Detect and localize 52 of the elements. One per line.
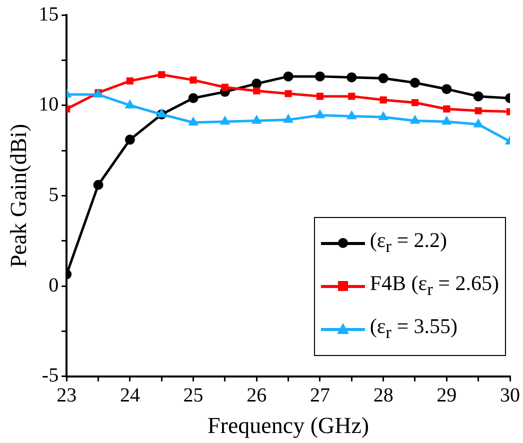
x-tick-label: 30 (500, 384, 520, 407)
point (93, 180, 104, 190)
point (410, 114, 420, 124)
point (441, 116, 452, 125)
point (283, 71, 294, 82)
point (473, 118, 484, 128)
point (220, 116, 230, 125)
x-tick-label: 28 (373, 384, 394, 407)
point (443, 105, 450, 112)
y-tick-label: 15 (38, 3, 59, 26)
x-axis-title: Frequency (GHz) (208, 413, 370, 438)
point (314, 109, 326, 118)
point (251, 114, 262, 124)
point (221, 84, 228, 91)
y-tick-label: 10 (38, 94, 59, 116)
point (380, 96, 387, 104)
point (158, 71, 166, 78)
point (442, 84, 452, 94)
point (188, 116, 198, 126)
point (411, 99, 419, 106)
point (253, 87, 260, 94)
point (316, 92, 324, 100)
y-tick-label: -5 (42, 364, 59, 387)
y-tick-label: 5 (48, 184, 59, 206)
point (124, 134, 135, 145)
point (188, 93, 198, 104)
x-tick-label: 24 (120, 384, 140, 407)
point (348, 92, 356, 100)
point (124, 99, 136, 108)
point (346, 72, 357, 82)
x-tick-label: 25 (183, 384, 204, 407)
y-tick-label: 0 (48, 274, 59, 296)
point (410, 78, 420, 88)
x-tick-label: 23 (56, 384, 77, 407)
point (473, 91, 484, 102)
point (474, 107, 482, 114)
legend-label: F4B (ε$_{r}$ = 2.65) (370, 270, 499, 302)
x-tick-label: 26 (246, 384, 267, 407)
point (378, 73, 388, 84)
legend-label: (ε$_{r}$ = 3.55) (370, 313, 458, 344)
x-tick-label: 29 (436, 384, 457, 407)
x-tick-label: 27 (310, 384, 330, 407)
point (284, 90, 292, 98)
point (378, 111, 389, 120)
point (283, 114, 294, 123)
y-axis-title: Peak Gain(dBi) (6, 124, 31, 268)
point (314, 71, 325, 82)
point (346, 110, 357, 120)
point (252, 78, 262, 89)
point (190, 76, 197, 84)
legend-label: (ε$_{r}$ = 2.2) (370, 226, 448, 258)
point (126, 77, 134, 84)
